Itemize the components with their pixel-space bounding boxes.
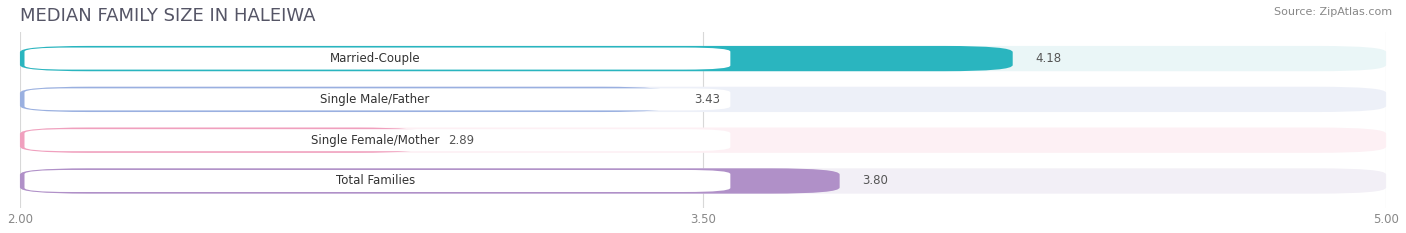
- Text: 2.89: 2.89: [449, 134, 474, 147]
- Text: Source: ZipAtlas.com: Source: ZipAtlas.com: [1274, 7, 1392, 17]
- FancyBboxPatch shape: [20, 127, 425, 153]
- Text: 3.43: 3.43: [695, 93, 720, 106]
- Text: Married-Couple: Married-Couple: [330, 52, 420, 65]
- FancyBboxPatch shape: [20, 46, 1386, 71]
- FancyBboxPatch shape: [24, 48, 730, 70]
- FancyBboxPatch shape: [24, 88, 730, 110]
- FancyBboxPatch shape: [20, 168, 1386, 194]
- Text: 3.80: 3.80: [862, 175, 889, 188]
- Text: Total Families: Total Families: [336, 175, 415, 188]
- Text: MEDIAN FAMILY SIZE IN HALEIWA: MEDIAN FAMILY SIZE IN HALEIWA: [20, 7, 315, 25]
- FancyBboxPatch shape: [24, 129, 730, 151]
- FancyBboxPatch shape: [20, 87, 1386, 112]
- FancyBboxPatch shape: [20, 87, 671, 112]
- Text: Single Male/Father: Single Male/Father: [321, 93, 430, 106]
- FancyBboxPatch shape: [20, 168, 839, 194]
- FancyBboxPatch shape: [24, 170, 730, 192]
- FancyBboxPatch shape: [20, 127, 1386, 153]
- Text: 4.18: 4.18: [1035, 52, 1062, 65]
- Text: Single Female/Mother: Single Female/Mother: [311, 134, 440, 147]
- FancyBboxPatch shape: [20, 46, 1012, 71]
